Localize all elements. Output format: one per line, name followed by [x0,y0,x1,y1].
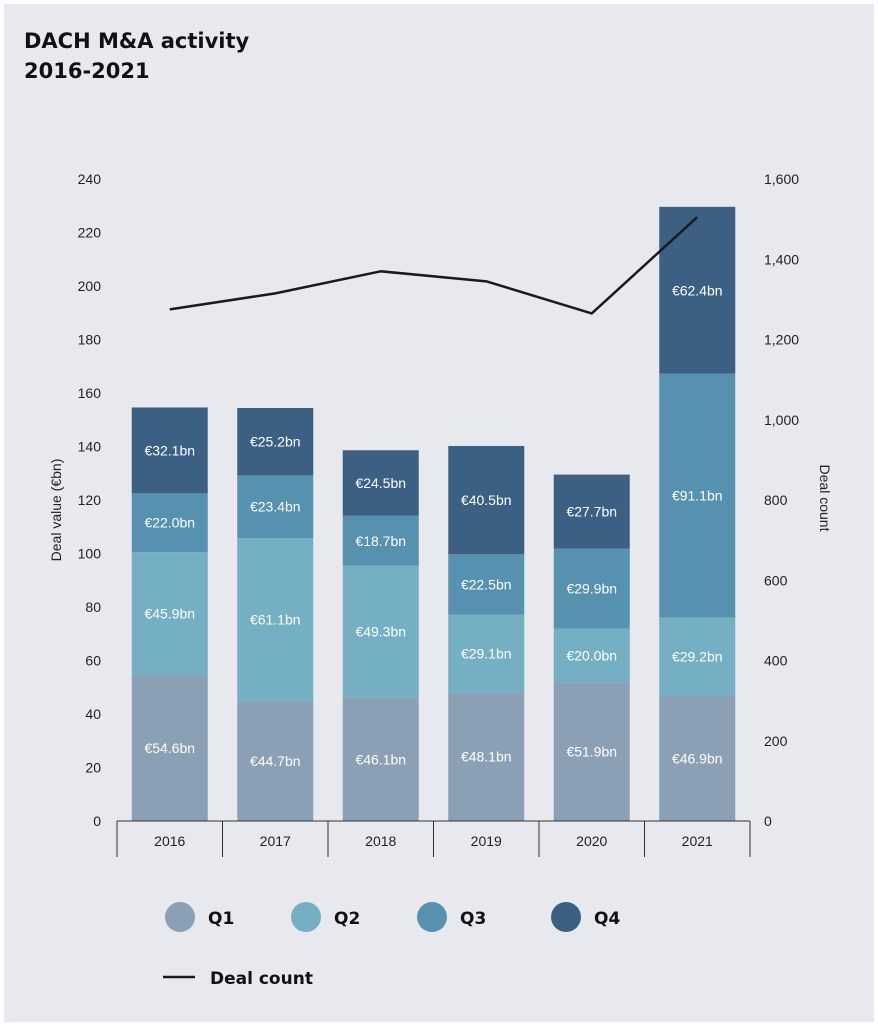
legend-swatch-q2 [291,902,321,932]
bar-q2-2017 [237,537,314,702]
x-tick-label: 2021 [682,833,713,849]
bar-q2-2016 [131,552,208,675]
data-label: €29.1bn [461,645,512,661]
bar-q3-2019 [448,554,525,615]
bar-q1-2021 [659,695,736,821]
y2-tick-label: 200 [764,733,788,749]
bar-q4-2019 [448,445,525,555]
bar-q1-2019 [448,692,525,821]
chart-title-block: DACH M&A activity 2016-2021 [24,26,249,86]
y-tick-label: 80 [85,599,101,615]
bar-q2-2021 [659,617,736,696]
x-tick-label: 2018 [365,833,396,849]
y2-tick-label: 1,600 [764,171,799,187]
y2-tick-label: 600 [764,572,788,588]
x-tick-label: 2020 [576,833,607,849]
deal-count-line [169,216,699,315]
data-label: €54.6bn [144,740,195,756]
data-label: €22.0bn [144,515,195,531]
data-label: €24.5bn [355,475,406,491]
bar-q1-2017 [237,701,314,821]
data-label: €48.1bn [461,749,512,765]
data-label: €23.4bn [250,499,301,515]
y2-tick-label: 800 [764,492,788,508]
y2-tick-label: 0 [764,813,772,829]
y-tick-label: 0 [93,813,101,829]
y2-tick-label: 1,400 [764,251,799,267]
data-label: €32.1bn [144,442,195,458]
y-tick-label: 160 [78,385,102,401]
bar-q4-2020 [553,474,630,549]
y-tick-label: 180 [78,332,102,348]
data-label: €49.3bn [355,624,406,640]
y-tick-label: 220 [78,225,102,241]
bar-q2-2020 [553,628,630,683]
legend-swatch-q1 [165,902,195,932]
y-tick-label: 20 [85,760,101,776]
legend-label-deal-count: Deal count [210,969,313,989]
y-tick-label: 120 [78,492,102,508]
y2-axis-title: Deal count [817,465,833,532]
y-tick-label: 240 [78,171,102,187]
data-label: €22.5bn [461,576,512,592]
legend-label-q2: Q2 [334,909,360,929]
bar-q4-2021 [659,206,736,374]
x-tick-label: 2017 [260,833,291,849]
chart-title: DACH M&A activity [24,29,250,53]
legend-swatch-q3 [417,902,447,932]
y-axis-title: Deal value (€bn) [48,459,64,562]
bar-q4-2016 [131,407,208,494]
y2-tick-label: 1,200 [764,332,799,348]
bar-q2-2018 [342,565,419,698]
bar-q1-2020 [553,682,630,821]
bar-q3-2020 [553,548,630,629]
bar-q1-2018 [342,697,419,821]
legend-label-q3: Q3 [460,909,486,929]
data-label: €61.1bn [250,612,301,628]
data-label: €44.7bn [250,753,301,769]
x-tick-label: 2019 [471,833,502,849]
y-tick-label: 100 [78,546,102,562]
data-label: €62.4bn [672,282,723,298]
data-label: €29.9bn [566,581,617,597]
data-label: €46.9bn [672,750,723,766]
bar-q3-2018 [342,515,419,566]
y-tick-label: 140 [78,439,102,455]
data-label: €91.1bn [672,488,723,504]
x-tick-label: 2016 [154,833,185,849]
y-tick-label: 200 [78,278,102,294]
bar-q4-2017 [237,407,314,476]
bar-q4-2018 [342,450,419,516]
bar-q2-2019 [448,614,525,693]
y-tick-label: 60 [85,653,101,669]
legend-label-q1: Q1 [208,909,234,929]
data-label: €40.5bn [461,492,512,508]
data-label: €18.7bn [355,533,406,549]
chart-subtitle: 2016-2021 [24,59,150,83]
y2-tick-label: 400 [764,653,788,669]
bar-q3-2021 [659,373,736,618]
data-label: €51.9bn [566,744,617,760]
y-tick-label: 40 [85,706,101,722]
bar-q1-2016 [131,674,208,821]
data-label: €27.7bn [566,504,617,520]
data-label: €20.0bn [566,647,617,663]
data-label: €29.2bn [672,648,723,664]
data-label: €25.2bn [250,434,301,450]
y2-tick-label: 1,000 [764,412,799,428]
legend-label-q4: Q4 [594,909,620,929]
bar-q3-2016 [131,493,208,553]
data-label: €45.9bn [144,606,195,622]
legend-swatch-q4 [551,902,581,932]
bar-q3-2017 [237,475,314,538]
data-label: €46.1bn [355,751,406,767]
